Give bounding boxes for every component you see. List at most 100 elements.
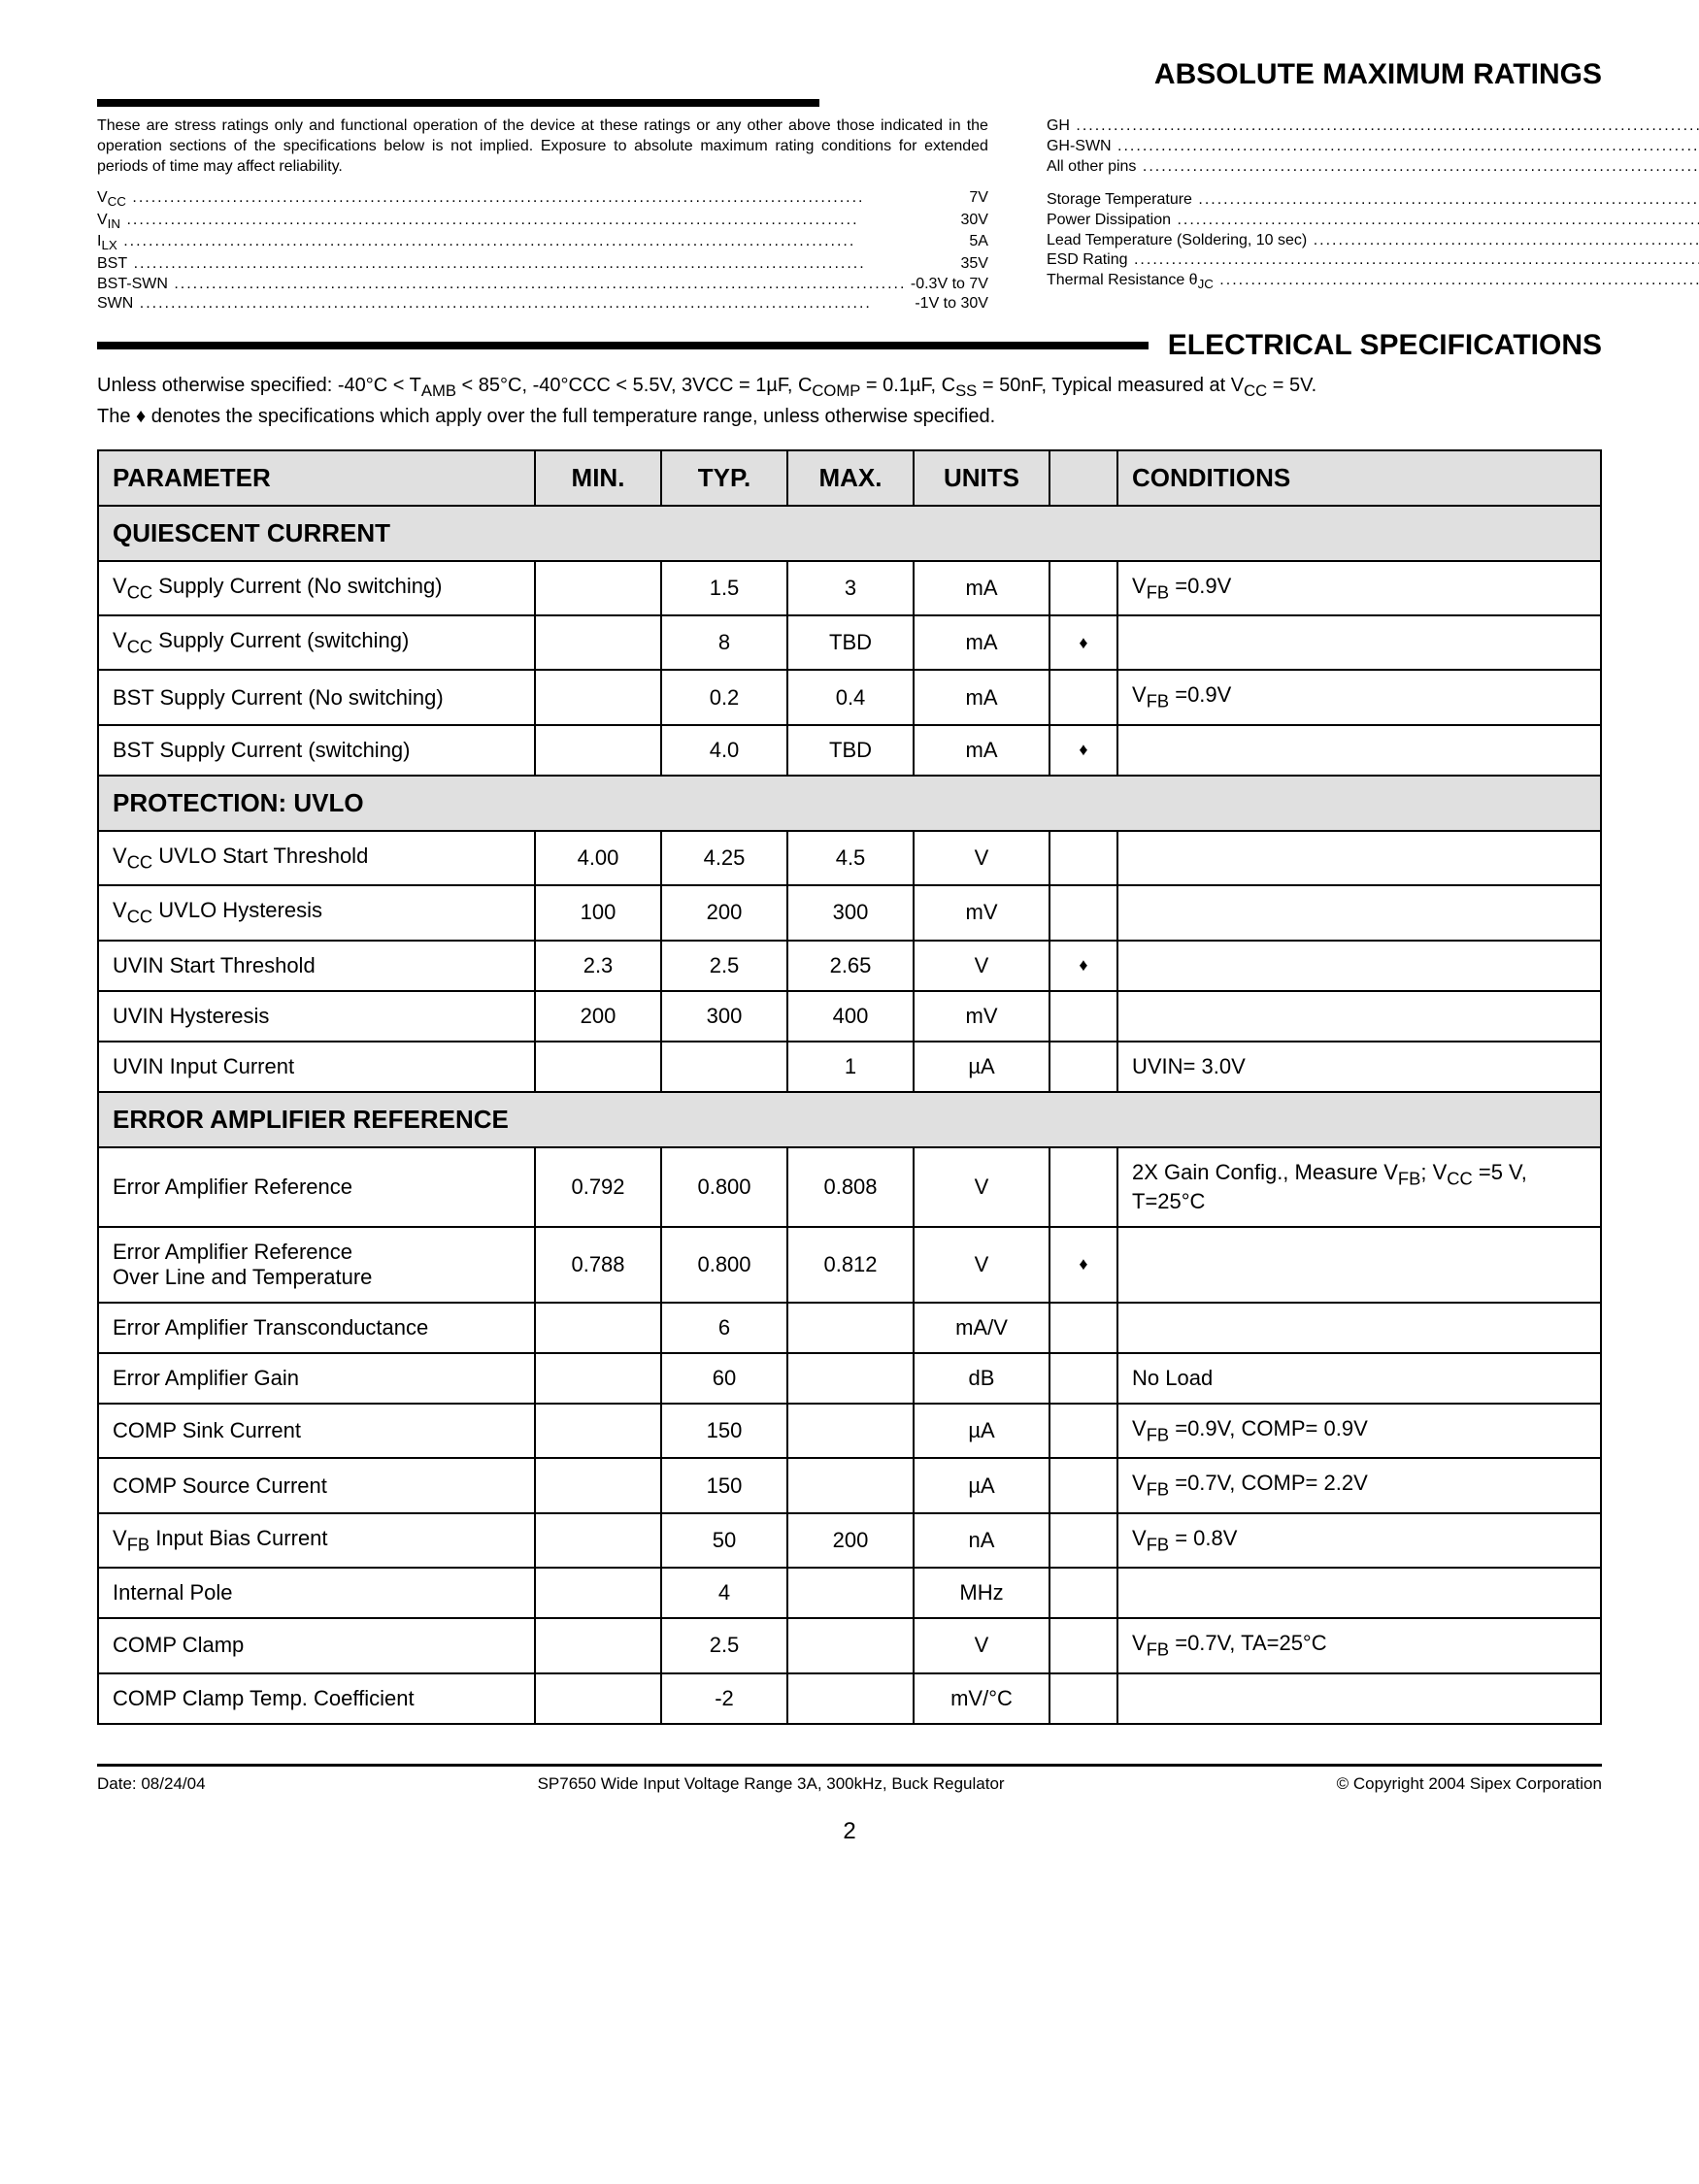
page-number: 2: [97, 1818, 1602, 1845]
cell-typ: 150: [661, 1458, 787, 1512]
cell-diamond: [1049, 1042, 1117, 1092]
cell-max: 400: [787, 991, 914, 1042]
cell-units: V: [914, 1227, 1049, 1303]
cell-diamond: [1049, 991, 1117, 1042]
table-row: UVIN Input Current 1 µA UVIN= 3.0V: [98, 1042, 1601, 1092]
cell-typ: 4.25: [661, 831, 787, 885]
rating-label: BST: [97, 254, 866, 275]
cell-param: Internal Pole: [98, 1568, 535, 1618]
cell-max: 200: [787, 1513, 914, 1568]
cell-param: Error Amplifier ReferenceOver Line and T…: [98, 1227, 535, 1303]
cell-param: Error Amplifier Gain: [98, 1353, 535, 1404]
cell-min: [535, 1303, 661, 1353]
cell-diamond: [1049, 1303, 1117, 1353]
cell-max: 0.812: [787, 1227, 914, 1303]
footer-product: SP7650 Wide Input Voltage Range 3A, 300k…: [538, 1774, 1005, 1794]
cell-typ: [661, 1042, 787, 1092]
cell-units: V: [914, 1618, 1049, 1672]
cell-cond: [1117, 725, 1601, 776]
rating-label: Power Dissipation: [1047, 211, 1699, 231]
cell-cond: [1117, 1568, 1601, 1618]
rating-row: VIN 30V: [97, 211, 988, 233]
ratings-columns: These are stress ratings only and functi…: [97, 116, 1602, 314]
hdr-cond: CONDITIONS: [1117, 450, 1601, 506]
table-row: VCC Supply Current (No switching) 1.5 3 …: [98, 561, 1601, 615]
rating-value: 30V: [956, 211, 988, 233]
hdr-units: UNITS: [914, 450, 1049, 506]
cell-typ: 300: [661, 991, 787, 1042]
cell-param: Error Amplifier Transconductance: [98, 1303, 535, 1353]
cell-min: [535, 725, 661, 776]
rating-row: BST-SWN -0.3V to 7V: [97, 275, 988, 295]
cell-diamond: [1049, 561, 1117, 615]
spec-table: PARAMETER MIN. TYP. MAX. UNITS CONDITION…: [97, 449, 1602, 1725]
cell-param: VCC UVLO Start Threshold: [98, 831, 535, 885]
cell-param: COMP Source Current: [98, 1458, 535, 1512]
cell-param: VCC Supply Current (No switching): [98, 561, 535, 615]
cell-min: [535, 1458, 661, 1512]
hdr-typ: TYP.: [661, 450, 787, 506]
cell-min: 2.3: [535, 941, 661, 991]
cell-max: [787, 1458, 914, 1512]
table-row: UVIN Start Threshold 2.3 2.5 2.65 V ♦: [98, 941, 1601, 991]
rating-label: Storage Temperature: [1047, 190, 1699, 211]
cell-max: [787, 1568, 914, 1618]
cell-typ: 2.5: [661, 941, 787, 991]
rating-label: VCC: [97, 188, 864, 211]
section-row: PROTECTION: UVLO: [98, 776, 1601, 831]
cell-units: mA/V: [914, 1303, 1049, 1353]
rating-label: Thermal Resistance θJC: [1047, 271, 1699, 293]
rating-value: 35V: [956, 254, 988, 275]
cell-min: [535, 1568, 661, 1618]
cell-diamond: [1049, 1568, 1117, 1618]
cell-diamond: [1049, 885, 1117, 940]
table-row: UVIN Hysteresis 200 300 400 mV: [98, 991, 1601, 1042]
cell-min: [535, 1513, 661, 1568]
elec-title: ELECTRICAL SPECIFICATIONS: [1168, 329, 1602, 362]
cell-max: [787, 1303, 914, 1353]
cell-diamond: [1049, 831, 1117, 885]
cell-cond: [1117, 615, 1601, 670]
cell-param: VCC UVLO Hysteresis: [98, 885, 535, 940]
rating-row: Thermal Resistance θJC 5°C/W: [1047, 271, 1699, 293]
elec-bar: [97, 342, 1149, 349]
cell-max: 3: [787, 561, 914, 615]
cell-min: 0.788: [535, 1227, 661, 1303]
cell-typ: 2.5: [661, 1618, 787, 1672]
cell-diamond: ♦: [1049, 725, 1117, 776]
cell-min: [535, 1042, 661, 1092]
cell-param: COMP Clamp Temp. Coefficient: [98, 1673, 535, 1724]
cell-units: mA: [914, 725, 1049, 776]
table-row: Error Amplifier Transconductance 6 mA/V: [98, 1303, 1601, 1353]
cell-param: BST Supply Current (switching): [98, 725, 535, 776]
cell-units: mV/°C: [914, 1673, 1049, 1724]
rating-label: All other pins: [1047, 157, 1699, 180]
cell-min: [535, 670, 661, 724]
cell-cond: [1117, 831, 1601, 885]
cell-param: COMP Sink Current: [98, 1404, 535, 1458]
table-row: Error Amplifier Gain 60 dB No Load: [98, 1353, 1601, 1404]
cell-min: [535, 615, 661, 670]
cell-units: V: [914, 831, 1049, 885]
rating-row: Storage Temperature -65°C to 150°C: [1047, 190, 1699, 211]
cell-param: UVIN Input Current: [98, 1042, 535, 1092]
cell-typ: 200: [661, 885, 787, 940]
cell-diamond: [1049, 1513, 1117, 1568]
cell-diamond: ♦: [1049, 941, 1117, 991]
cell-units: µA: [914, 1458, 1049, 1512]
cell-max: TBD: [787, 725, 914, 776]
cell-max: 4.5: [787, 831, 914, 885]
cell-units: dB: [914, 1353, 1049, 1404]
cell-units: mA: [914, 615, 1049, 670]
cell-diamond: ♦: [1049, 615, 1117, 670]
section-row: ERROR AMPLIFIER REFERENCE: [98, 1092, 1601, 1147]
cell-typ: 60: [661, 1353, 787, 1404]
conditions-text: Unless otherwise specified: -40°C < TAMB…: [97, 372, 1602, 429]
rating-row: Lead Temperature (Soldering, 10 sec) 300…: [1047, 231, 1699, 251]
cell-cond: VFB =0.9V: [1117, 670, 1601, 724]
rating-label: ESD Rating: [1047, 250, 1699, 271]
cell-units: V: [914, 941, 1049, 991]
table-row: BST Supply Current (switching) 4.0 TBD m…: [98, 725, 1601, 776]
cell-min: 200: [535, 991, 661, 1042]
cell-diamond: [1049, 1147, 1117, 1227]
